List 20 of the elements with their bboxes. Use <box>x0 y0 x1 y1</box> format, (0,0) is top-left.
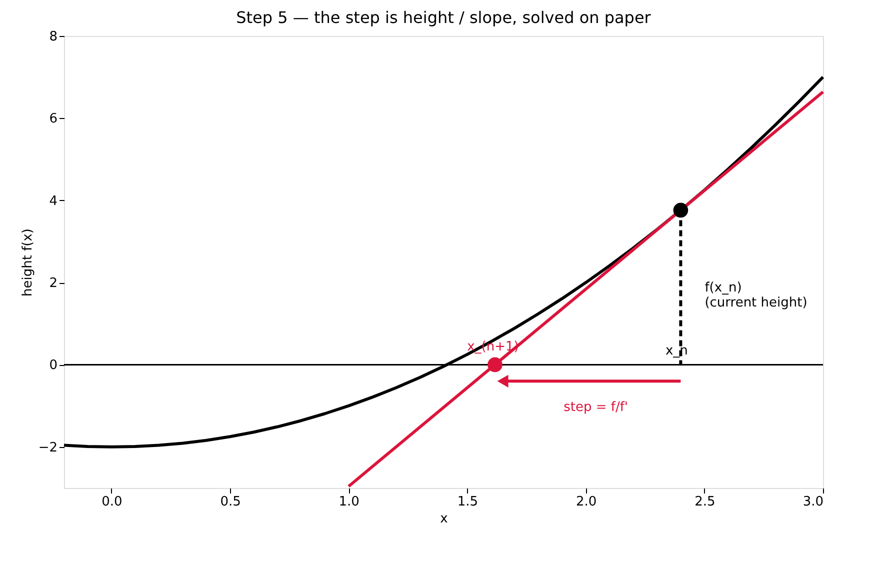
chart-title: Step 5 — the step is height / slope, solved on paper <box>236 8 652 27</box>
x-tick-label: 1.5 <box>457 494 478 510</box>
y-axis-title: height f(x) <box>20 228 36 296</box>
y-tick-label: 8 <box>49 30 58 44</box>
annotation: step = f/f' <box>564 400 628 416</box>
y-tick-label: −2 <box>38 440 58 456</box>
x-axis-title: x <box>440 512 448 526</box>
x-tick-label: 2.5 <box>694 494 716 510</box>
point <box>488 357 502 372</box>
x-tick-label: 1.0 <box>338 494 360 510</box>
x-tick-label: 0.5 <box>220 494 241 510</box>
x-tick-label: 2.0 <box>576 494 597 510</box>
y-tick-label: 2 <box>49 276 58 292</box>
y-tick-label: 6 <box>49 112 58 127</box>
annotation: f(x_n) (current height) <box>704 280 808 310</box>
x-tick-label: 3.0 <box>802 494 824 510</box>
y-tick-label: 4 <box>49 194 58 209</box>
x-tick-label: 0.0 <box>102 494 122 510</box>
y-tick-label: 0 <box>49 358 58 374</box>
point <box>673 202 688 218</box>
